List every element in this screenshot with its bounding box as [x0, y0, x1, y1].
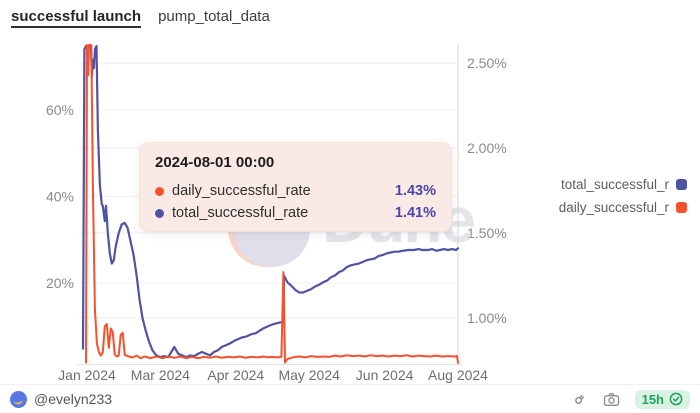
tooltip-row-total: total_successful_rate 1.41% [155, 202, 436, 224]
tooltip-value: 1.43% [394, 183, 436, 199]
x-axis-tick-label: Jan 2024 [58, 367, 116, 383]
chart-tooltip: 2024-08-01 00:00 daily_successful_rate 1… [139, 142, 452, 232]
right-axis-tick-label: 1.50% [467, 225, 507, 241]
chart-header: successful launch pump_total_data [11, 8, 270, 28]
camera-button[interactable] [603, 392, 620, 407]
x-axis-tick-label: Apr 2024 [207, 367, 264, 383]
left-axis-tick-label: 40% [46, 188, 74, 204]
tooltip-date: 2024-08-01 00:00 [155, 154, 275, 171]
left-axis-tick-label: 60% [46, 102, 74, 118]
legend-label: total_successful_r [560, 177, 669, 192]
right-axis-tick-label: 1.00% [467, 310, 507, 326]
chart-legend: total_successful_r daily_successful_r [559, 177, 687, 215]
tooltip-row-daily: daily_successful_rate 1.43% [155, 180, 436, 202]
daily-series-swatch-icon [676, 202, 687, 213]
x-axis-tick-label: Jun 2024 [356, 367, 414, 383]
right-axis-tick-label: 2.50% [467, 55, 507, 71]
refresh-status-badge[interactable]: 15h [634, 389, 690, 409]
tooltip-value: 1.41% [394, 205, 436, 221]
series-line-daily_successful_rate [85, 44, 459, 364]
x-axis-tick-label: Aug 2024 [428, 367, 488, 383]
total-series-swatch-icon [676, 179, 687, 190]
fork-icon [574, 394, 584, 404]
legend-item-daily[interactable]: daily_successful_r [559, 200, 687, 215]
left-axis-tick-label: 20% [46, 275, 74, 291]
query-name-link[interactable]: pump_total_data [158, 8, 270, 25]
daily-series-dot-icon [155, 186, 164, 196]
right-axis-tick-label: 2.00% [467, 140, 507, 156]
total-series-dot-icon [155, 208, 164, 218]
tooltip-label: total_successful_rate [172, 205, 309, 221]
verified-check-icon [669, 392, 683, 406]
tooltip-label: daily_successful_rate [172, 183, 311, 199]
footer-actions: 15h [572, 389, 690, 409]
chart-title-link[interactable]: successful launch [11, 8, 142, 28]
fork-button[interactable] [572, 391, 588, 407]
footer-bar: @evelyn233 15h [0, 384, 700, 413]
author-handle-link[interactable]: @evelyn233 [34, 391, 113, 407]
legend-label: daily_successful_r [558, 200, 669, 215]
x-axis-tick-label: May 2024 [278, 367, 340, 383]
camera-icon [603, 392, 619, 406]
x-axis-tick-label: Mar 2024 [131, 367, 190, 383]
refresh-age-label: 15h [641, 391, 664, 407]
legend-item-total[interactable]: total_successful_r [559, 177, 687, 192]
avatar[interactable] [10, 390, 27, 408]
series-line-total_successful_rate [81, 44, 460, 359]
